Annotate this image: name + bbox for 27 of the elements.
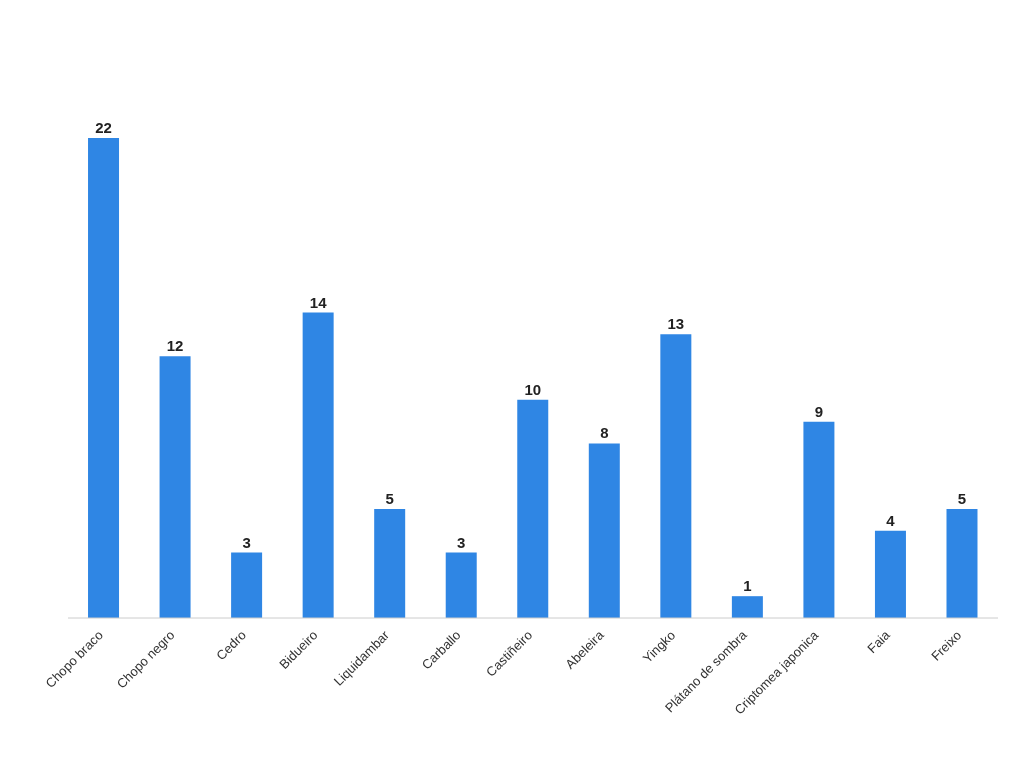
bar	[302, 312, 334, 618]
bar	[731, 596, 763, 618]
bar	[660, 334, 692, 618]
data-label: 14	[309, 293, 328, 311]
data-label: 13	[667, 315, 685, 333]
bar	[445, 552, 477, 618]
data-label: 3	[242, 533, 251, 551]
bar	[803, 421, 835, 618]
bar	[159, 356, 191, 618]
data-label: 5	[957, 489, 967, 507]
data-label: 9	[814, 402, 824, 420]
data-label: 5	[385, 489, 394, 507]
bar	[517, 399, 549, 618]
data-label: 22	[95, 119, 112, 136]
bar	[946, 508, 978, 618]
data-label: 10	[524, 380, 542, 398]
bar	[231, 552, 263, 618]
x-tick-label: Faia	[864, 626, 894, 657]
data-label: 3	[457, 533, 466, 551]
data-label: 12	[166, 337, 184, 355]
data-label: 4	[886, 511, 896, 529]
bar	[88, 138, 120, 618]
bar	[874, 530, 906, 618]
bar	[588, 443, 620, 618]
data-label: 1	[743, 577, 752, 595]
bar	[374, 508, 406, 618]
data-label: 8	[600, 424, 609, 442]
